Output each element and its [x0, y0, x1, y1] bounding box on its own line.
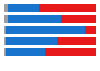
Bar	[46, 48, 96, 56]
Bar	[4, 4, 8, 12]
Bar	[4, 26, 6, 34]
Bar	[4, 48, 6, 56]
Bar	[4, 37, 6, 45]
Bar	[85, 26, 96, 34]
Bar	[61, 15, 96, 23]
Bar	[6, 37, 57, 45]
Bar	[6, 26, 85, 34]
Bar	[8, 4, 39, 12]
Bar	[6, 48, 46, 56]
Bar	[39, 4, 96, 12]
Bar	[4, 15, 8, 23]
Bar	[8, 15, 61, 23]
Bar	[57, 37, 96, 45]
